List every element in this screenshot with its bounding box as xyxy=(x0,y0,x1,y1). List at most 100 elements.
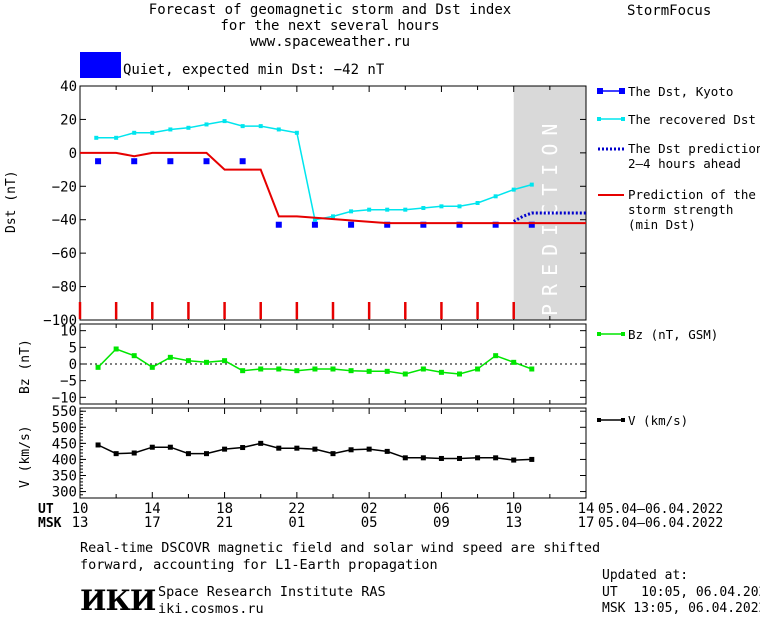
msk-date-range: 05.04–06.04.2022 xyxy=(598,516,724,531)
bz-point xyxy=(420,366,426,372)
bz-point xyxy=(294,368,300,374)
bz-point xyxy=(222,358,228,364)
recovered-dst-point xyxy=(511,187,516,192)
msk-tick-label: 01 xyxy=(288,515,305,531)
recovered-dst-point xyxy=(493,194,498,199)
legend-strength-line-1: Prediction of the xyxy=(628,187,756,202)
v-point xyxy=(529,456,535,462)
v-point xyxy=(167,444,173,450)
msk-tick-label: 21 xyxy=(216,515,233,531)
institute-website[interactable]: iki.cosmos.ru xyxy=(158,601,264,617)
y-tick-label: −40 xyxy=(52,213,77,229)
bz-point xyxy=(511,359,517,365)
v-point xyxy=(185,451,191,457)
title-line-1: Forecast of geomagnetic storm and Dst in… xyxy=(148,2,512,18)
y-tick-label: 0 xyxy=(69,357,77,373)
legend-recovered-marker xyxy=(621,117,625,121)
y-tick-label: −10 xyxy=(52,390,77,406)
dst-kyoto-point xyxy=(275,221,282,228)
dst-kyoto-point xyxy=(311,221,318,228)
legend-bz-marker xyxy=(597,332,601,336)
recovered-dst-point xyxy=(114,135,119,140)
dst-kyoto-point xyxy=(384,221,391,228)
legend-dst-kyoto-marker xyxy=(597,88,603,94)
recovered-dst-point xyxy=(385,207,390,212)
legend-prediction: The Dst prediction 2–4 hours ahead xyxy=(628,141,760,171)
v-point xyxy=(366,446,372,452)
ut-label: UT xyxy=(38,502,54,517)
y-tick-label: −20 xyxy=(52,179,77,195)
bz-point xyxy=(438,369,444,375)
bz-point xyxy=(402,371,408,377)
recovered-dst-line xyxy=(96,120,532,221)
legend-prediction-line-2: 2–4 hours ahead xyxy=(628,156,741,171)
legend-bz: Bz (nT, GSM) xyxy=(628,327,719,342)
dst-prediction-line xyxy=(512,211,586,223)
y-tick-label: 10 xyxy=(60,324,77,340)
dst-axis-label: Dst (nT) xyxy=(4,170,19,233)
prediction-band xyxy=(513,86,586,320)
recovered-dst-point xyxy=(529,182,534,187)
time-axis: 10 14 18 22 02 06 10 14 13 17 21 01 05 09 13 17 xyxy=(72,501,595,531)
v-point xyxy=(330,451,336,457)
msk-tick-label: 09 xyxy=(433,515,450,531)
institute-name: Space Research Institute RAS xyxy=(158,584,386,600)
recovered-dst-point xyxy=(331,214,335,219)
bz-point xyxy=(149,364,155,370)
ut-tick-label: 14 xyxy=(144,501,161,517)
dst-kyoto-point xyxy=(167,158,174,165)
prediction-band-label: PREDICTION xyxy=(538,116,562,316)
recovered-dst-point xyxy=(168,127,173,132)
legend-prediction-line-1: The Dst prediction xyxy=(628,141,760,156)
v-point xyxy=(384,448,390,454)
v-point xyxy=(258,440,264,446)
source-url[interactable]: www.spaceweather.ru xyxy=(249,34,411,50)
bz-point xyxy=(330,366,336,372)
v-point xyxy=(438,455,444,461)
recovered-dst-point xyxy=(367,207,372,212)
ut-tick-label: 18 xyxy=(216,501,233,517)
updated-msk: MSK 13:05, 06.04.2022 xyxy=(602,601,760,616)
v-point xyxy=(95,442,101,448)
recovered-dst-point xyxy=(312,217,317,222)
v-point xyxy=(276,445,282,451)
bz-point xyxy=(240,368,246,374)
v-line xyxy=(97,442,532,461)
v-point xyxy=(294,445,300,451)
legend-strength-line-3: (min Dst) xyxy=(628,217,696,232)
status-color-box xyxy=(80,52,121,78)
y-tick-label: −80 xyxy=(52,280,77,296)
v-point xyxy=(131,450,137,456)
recovered-dst-point xyxy=(132,130,137,135)
bz-point xyxy=(167,354,173,360)
y-tick-label: 450 xyxy=(52,436,77,452)
brand-label: StormFocus xyxy=(627,3,712,19)
y-tick-label: 5 xyxy=(69,340,77,356)
dst-kyoto-point xyxy=(348,221,355,228)
recovered-dst-point xyxy=(204,122,209,127)
msk-tick-label: 17 xyxy=(578,515,595,531)
v-point xyxy=(204,451,209,457)
legend-bz-marker xyxy=(621,332,625,336)
recovered-dst-point xyxy=(94,135,99,140)
bz-point xyxy=(95,364,101,370)
dst-kyoto-point xyxy=(131,158,138,165)
ut-tick-label: 10 xyxy=(72,501,89,517)
y-tick-label: 300 xyxy=(52,485,77,501)
footer-note-2: forward, accounting for L1-Earth propaga… xyxy=(80,557,438,573)
panel-frame xyxy=(79,85,587,321)
y-tick-label: 40 xyxy=(60,79,77,95)
v-point xyxy=(457,455,462,461)
y-tick-label: 400 xyxy=(52,452,77,468)
y-tick-label: −100 xyxy=(43,313,77,329)
legend-v: V (km/s) xyxy=(628,413,689,428)
bz-axis-label: Bz (nT) xyxy=(18,339,33,394)
ut-tick-label: 06 xyxy=(433,501,450,517)
bz-point xyxy=(131,353,137,359)
v-point xyxy=(348,447,354,453)
y-tick-label: 500 xyxy=(52,420,77,436)
status-text: Quiet, expected min Dst: −42 nT xyxy=(123,62,385,78)
bz-point xyxy=(258,366,264,372)
v-point xyxy=(222,446,228,452)
